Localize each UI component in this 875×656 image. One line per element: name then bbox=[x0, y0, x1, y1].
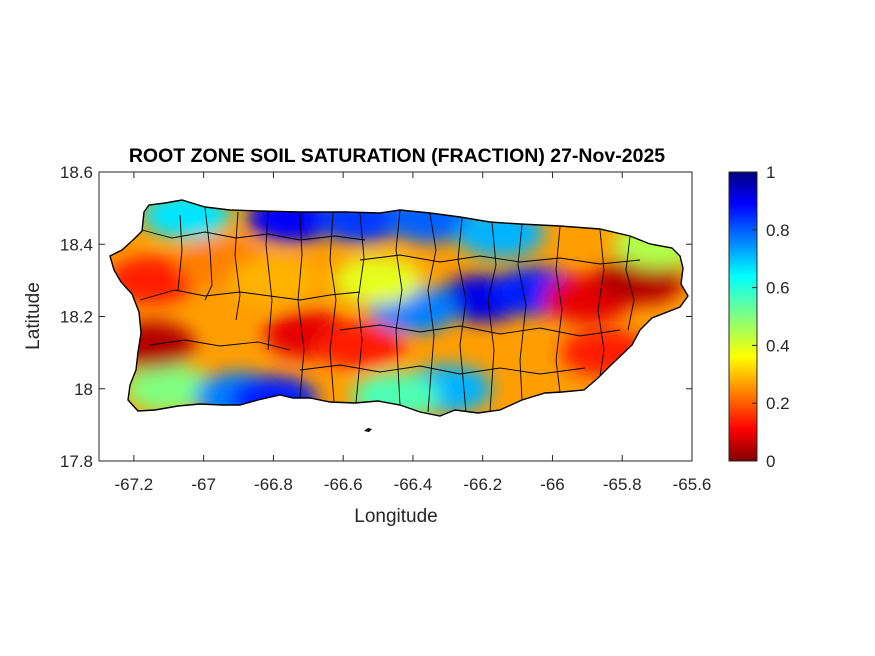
colorbar-tick-label: 1 bbox=[766, 163, 775, 182]
x-tick-label: -65.8 bbox=[603, 475, 642, 494]
y-tick-label: 18.4 bbox=[60, 235, 93, 254]
municipal-boundaries bbox=[139, 207, 641, 413]
colorbar-tick-label: 0 bbox=[766, 452, 775, 471]
municipal-border bbox=[359, 254, 641, 265]
municipal-border bbox=[297, 212, 305, 399]
y-tick-label: 17.8 bbox=[60, 452, 93, 471]
municipal-border bbox=[234, 211, 241, 321]
field-region bbox=[229, 256, 318, 305]
chart-title: ROOT ZONE SOIL SATURATION (FRACTION) 27-… bbox=[129, 145, 665, 167]
municipal-border bbox=[339, 324, 621, 337]
x-tick-label: -66 bbox=[540, 475, 565, 494]
x-tick-label: -66.2 bbox=[463, 475, 502, 494]
municipal-border bbox=[597, 229, 605, 377]
municipal-border bbox=[204, 207, 213, 301]
y-tick-label: 18 bbox=[74, 380, 93, 399]
small-island bbox=[364, 428, 372, 432]
field-region bbox=[334, 256, 423, 305]
municipal-border bbox=[141, 229, 366, 241]
colorbar-ticks: 0 0.2 0.4 0.6 0.8 1 bbox=[752, 163, 790, 471]
municipal-border bbox=[265, 211, 273, 351]
municipal-border bbox=[329, 212, 337, 402]
colorbar-tick-label: 0.2 bbox=[766, 394, 790, 413]
y-axis-ticks: 17.8 18 18.2 18.4 18.6 bbox=[60, 163, 692, 471]
municipal-border bbox=[427, 213, 437, 413]
municipal-border bbox=[457, 217, 467, 413]
colorbar-tick-label: 0.4 bbox=[766, 336, 790, 355]
x-tick-label: -66.4 bbox=[394, 475, 433, 494]
municipal-border bbox=[299, 364, 586, 375]
field-region bbox=[316, 321, 405, 370]
municipal-border bbox=[555, 226, 563, 393]
y-axis-label: Latitude bbox=[23, 282, 44, 350]
municipal-border bbox=[517, 224, 527, 401]
x-tick-label: -65.6 bbox=[673, 475, 712, 494]
colorbar-tick-label: 0.8 bbox=[766, 221, 790, 240]
field-region bbox=[124, 364, 213, 413]
municipal-border bbox=[625, 236, 635, 331]
x-tick-label: -66.8 bbox=[254, 475, 293, 494]
x-tick-label: -66.6 bbox=[324, 475, 363, 494]
x-tick-label: -67.2 bbox=[115, 475, 154, 494]
field-region bbox=[595, 256, 684, 305]
colorbar bbox=[728, 171, 758, 462]
x-axis-ticks: -67.2 -67 -66.8 -66.6 -66.4 -66.2 -66 -65.8 -65.… bbox=[115, 172, 712, 494]
municipal-border bbox=[487, 221, 497, 413]
y-tick-label: 18.2 bbox=[60, 308, 93, 327]
municipal-border bbox=[177, 214, 183, 291]
y-tick-label: 18.6 bbox=[60, 163, 93, 182]
island-coastline bbox=[109, 199, 689, 417]
x-tick-label: -67 bbox=[191, 475, 216, 494]
municipal-border bbox=[395, 210, 403, 406]
municipal-border bbox=[355, 212, 365, 404]
colorbar-tick-label: 0.6 bbox=[766, 279, 790, 298]
municipal-border bbox=[139, 289, 361, 301]
x-axis-label: Longitude bbox=[354, 506, 437, 527]
